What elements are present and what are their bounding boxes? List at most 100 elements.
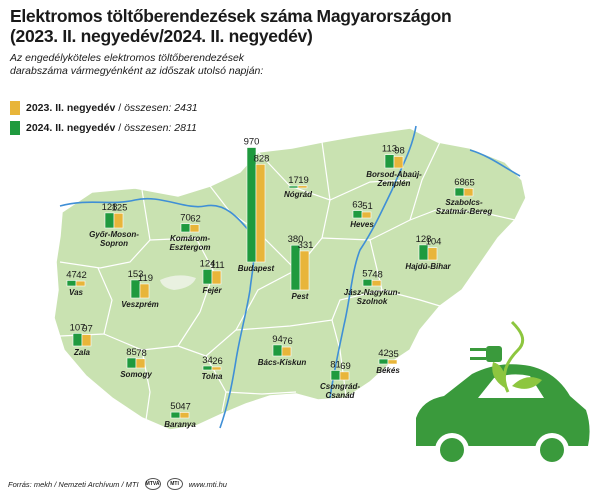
mtva-logo: MTVA [144, 478, 161, 490]
county-label-budapest: Budapest [238, 264, 275, 273]
chart-description: Az engedélyköteles elektromos töltőberen… [10, 52, 264, 77]
value-label-2024-borsod-abauj-zemplen: 113 [382, 144, 397, 155]
county-label-borsod-abauj-zemplen: Borsod-Abaúj-Zemplén [366, 170, 422, 188]
value-label-2024-zala: 107 [70, 322, 86, 333]
bar-2024-bekes [378, 358, 389, 365]
county-label-nograd: Nógrád [284, 190, 313, 199]
county-label-bacs-kiskun: Bács-Kiskun [258, 358, 307, 367]
county-label-pest: Pest [292, 292, 309, 301]
source-text: Forrás: mekh / Nemzeti Archívum / MTI [8, 479, 139, 489]
legend-total-2023: összesen: 2431 [124, 102, 198, 114]
bar-2024-budapest [246, 147, 257, 263]
value-label-2024-hajdu-bihar: 128 [416, 234, 432, 245]
mti-url: www.mti.hu [188, 479, 227, 489]
bar-2023-tolna [211, 366, 222, 371]
county-label-komarom-esztergom: Komárom-Esztergom [170, 234, 211, 252]
bar-2024-gyor-moson-sopron [104, 212, 115, 229]
value-label-2024-nograd: 17 [288, 175, 299, 186]
bar-2023-nograd [297, 185, 308, 189]
county-label-gyor-moson-sopron: Győr-Moson-Sopron [89, 230, 139, 248]
value-label-2023-baranya: 47 [180, 401, 191, 412]
bar-2023-gyor-moson-sopron [113, 212, 124, 229]
value-label-2023-heves: 51 [362, 201, 373, 212]
value-label-2023-gyor-moson-sopron: 125 [112, 202, 128, 213]
legend-item-2023: 2023. II. negyedév / összesen: 2431 [10, 101, 198, 115]
value-label-2024-vas: 47 [66, 269, 77, 280]
bar-2024-zala [72, 333, 83, 347]
value-label-2024-csongrad-csanad: 81 [330, 359, 341, 370]
county-label-heves: Heves [350, 220, 374, 229]
county-label-vas: Vas [69, 288, 83, 297]
county-label-bekes: Békés [376, 366, 400, 375]
bar-2024-somogy [126, 357, 137, 369]
value-label-2024-szabolcs-szatmar-bereg: 68 [454, 177, 465, 188]
bar-2023-csongrad-csanad [339, 371, 350, 381]
bar-2023-bacs-kiskun [281, 346, 292, 357]
value-label-2023-bekes: 35 [388, 349, 399, 360]
value-label-2024-baranya: 50 [170, 401, 181, 412]
bar-2023-somogy [135, 358, 146, 369]
subtitle-line: (2023. II. negyedév/2024. II. negyedév) [10, 26, 313, 46]
value-label-2023-fejer: 111 [210, 260, 224, 271]
county-label-jasz-nagykun-szolnok: Jász-Nagykun-Szolnok [344, 288, 401, 306]
value-label-2023-tolna: 26 [212, 356, 223, 367]
leaf-icon-left [492, 362, 506, 388]
county-label-somogy: Somogy [120, 370, 152, 379]
county-label-tolna: Tolna [201, 372, 223, 381]
bar-2023-vas [75, 280, 86, 287]
bar-2024-szabolcs-szatmar-bereg [454, 187, 465, 197]
value-label-2024-veszprem: 153 [128, 269, 144, 280]
bar-2024-tolna [202, 365, 213, 371]
plug-prong-icon [470, 357, 486, 360]
value-label-2024-tolna: 34 [202, 355, 213, 366]
bar-2023-pest [299, 250, 310, 291]
bar-2023-fejer [211, 270, 222, 285]
value-label-2023-vas: 42 [76, 270, 87, 281]
bar-2024-jasz-nagykun-szolnok [362, 278, 373, 287]
bar-2023-heves [361, 211, 372, 219]
value-label-2024-bacs-kiskun: 94 [272, 334, 283, 345]
footer: Forrás: mekh / Nemzeti Archívum / MTI MT… [8, 478, 227, 490]
bar-2023-zala [81, 334, 92, 347]
bar-2024-bacs-kiskun [272, 344, 283, 357]
value-label-2023-jasz-nagykun-szolnok: 48 [372, 269, 383, 280]
value-label-2023-budapest: 828 [254, 153, 270, 164]
value-label-2023-hajdu-bihar: 104 [426, 237, 442, 248]
bar-2024-komarom-esztergom [180, 223, 191, 233]
value-label-2023-nograd: 19 [298, 175, 309, 186]
county-label-csongrad-csanad: Csongrád-Csanád [320, 382, 360, 400]
bars-layer [66, 147, 474, 419]
value-label-2023-csongrad-csanad: 69 [340, 361, 351, 372]
bar-2023-szabolcs-szatmar-bereg [463, 188, 474, 197]
county-label-zala: Zala [73, 348, 91, 357]
value-label-2023-zala: 97 [82, 324, 93, 335]
car-wheel-front [440, 438, 464, 462]
county-label-veszprem: Veszprém [121, 300, 159, 309]
leaf-icon-right [512, 377, 542, 389]
value-label-2023-pest: 331 [298, 240, 314, 251]
county-label-fejer: Fejér [202, 286, 222, 295]
hungary-map [53, 125, 527, 431]
car-wheel-rear [540, 438, 564, 462]
value-label-2024-somogy: 85 [126, 347, 137, 358]
hungary-outline [53, 127, 527, 431]
bar-2024-nograd [288, 185, 299, 189]
county-label-baranya: Baranya [164, 420, 196, 429]
legend-label-2024: 2024. II. negyedév [26, 122, 116, 134]
county-label-szabolcs-szatmar-bereg: Szabolcs-Szatmár-Bereg [436, 198, 493, 216]
value-label-2024-budapest: 970 [244, 137, 260, 148]
bar-2024-csongrad-csanad [330, 370, 341, 381]
bar-2023-veszprem [139, 283, 150, 299]
bar-2024-borsod-abauj-zemplen [384, 154, 395, 169]
value-label-2024-jasz-nagykun-szolnok: 57 [362, 268, 373, 279]
legend-swatch-2024 [10, 121, 20, 135]
plug-prong-icon [470, 348, 486, 351]
legend-total-2024: összesen: 2811 [124, 122, 197, 134]
value-label-2024-fejer: 124 [200, 258, 216, 269]
legend-sep-2024: / [115, 122, 125, 134]
legend-item-2024: 2024. II. negyedév / összesen: 2811 [10, 121, 197, 135]
bar-2023-baranya [179, 412, 190, 419]
bar-2024-vas [66, 280, 77, 287]
